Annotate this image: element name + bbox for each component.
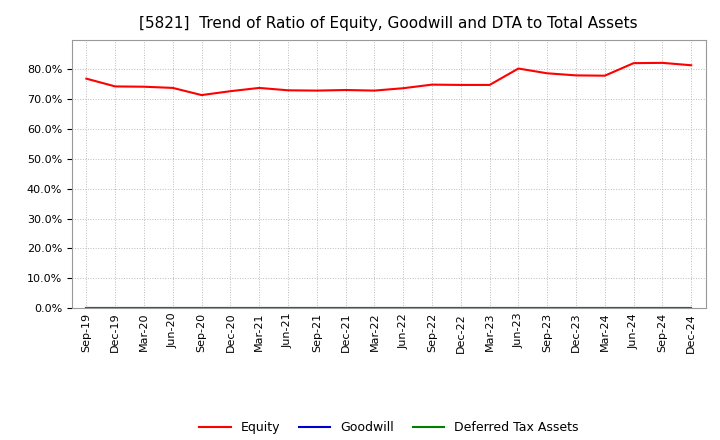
Equity: [456, 82, 465, 88]
Deferred Tax Assets: [197, 305, 206, 311]
Goodwill: [370, 305, 379, 311]
Line: Equity: Equity: [86, 63, 691, 95]
Equity: [226, 88, 235, 94]
Title: [5821]  Trend of Ratio of Equity, Goodwill and DTA to Total Assets: [5821] Trend of Ratio of Equity, Goodwil…: [140, 16, 638, 32]
Equity: [687, 62, 696, 68]
Deferred Tax Assets: [543, 305, 552, 311]
Goodwill: [111, 305, 120, 311]
Goodwill: [543, 305, 552, 311]
Deferred Tax Assets: [514, 305, 523, 311]
Goodwill: [312, 305, 321, 311]
Equity: [600, 73, 609, 78]
Equity: [370, 88, 379, 93]
Equity: [255, 85, 264, 91]
Deferred Tax Assets: [341, 305, 350, 311]
Equity: [543, 71, 552, 76]
Deferred Tax Assets: [572, 305, 580, 311]
Goodwill: [399, 305, 408, 311]
Goodwill: [456, 305, 465, 311]
Equity: [82, 76, 91, 81]
Equity: [658, 60, 667, 66]
Equity: [111, 84, 120, 89]
Deferred Tax Assets: [255, 305, 264, 311]
Legend: Equity, Goodwill, Deferred Tax Assets: Equity, Goodwill, Deferred Tax Assets: [194, 416, 583, 439]
Equity: [168, 85, 177, 91]
Goodwill: [284, 305, 292, 311]
Goodwill: [485, 305, 494, 311]
Deferred Tax Assets: [226, 305, 235, 311]
Deferred Tax Assets: [629, 305, 638, 311]
Goodwill: [629, 305, 638, 311]
Deferred Tax Assets: [658, 305, 667, 311]
Goodwill: [600, 305, 609, 311]
Deferred Tax Assets: [111, 305, 120, 311]
Goodwill: [341, 305, 350, 311]
Equity: [428, 82, 436, 87]
Equity: [485, 82, 494, 88]
Equity: [629, 61, 638, 66]
Deferred Tax Assets: [687, 305, 696, 311]
Goodwill: [514, 305, 523, 311]
Deferred Tax Assets: [140, 305, 148, 311]
Equity: [572, 73, 580, 78]
Goodwill: [82, 305, 91, 311]
Equity: [399, 85, 408, 91]
Goodwill: [226, 305, 235, 311]
Goodwill: [687, 305, 696, 311]
Equity: [140, 84, 148, 89]
Deferred Tax Assets: [600, 305, 609, 311]
Deferred Tax Assets: [370, 305, 379, 311]
Goodwill: [140, 305, 148, 311]
Deferred Tax Assets: [168, 305, 177, 311]
Deferred Tax Assets: [82, 305, 91, 311]
Deferred Tax Assets: [399, 305, 408, 311]
Deferred Tax Assets: [428, 305, 436, 311]
Goodwill: [428, 305, 436, 311]
Equity: [341, 88, 350, 93]
Equity: [514, 66, 523, 71]
Deferred Tax Assets: [312, 305, 321, 311]
Equity: [312, 88, 321, 93]
Goodwill: [197, 305, 206, 311]
Deferred Tax Assets: [456, 305, 465, 311]
Equity: [197, 92, 206, 98]
Deferred Tax Assets: [284, 305, 292, 311]
Goodwill: [168, 305, 177, 311]
Goodwill: [572, 305, 580, 311]
Goodwill: [658, 305, 667, 311]
Deferred Tax Assets: [485, 305, 494, 311]
Equity: [284, 88, 292, 93]
Goodwill: [255, 305, 264, 311]
